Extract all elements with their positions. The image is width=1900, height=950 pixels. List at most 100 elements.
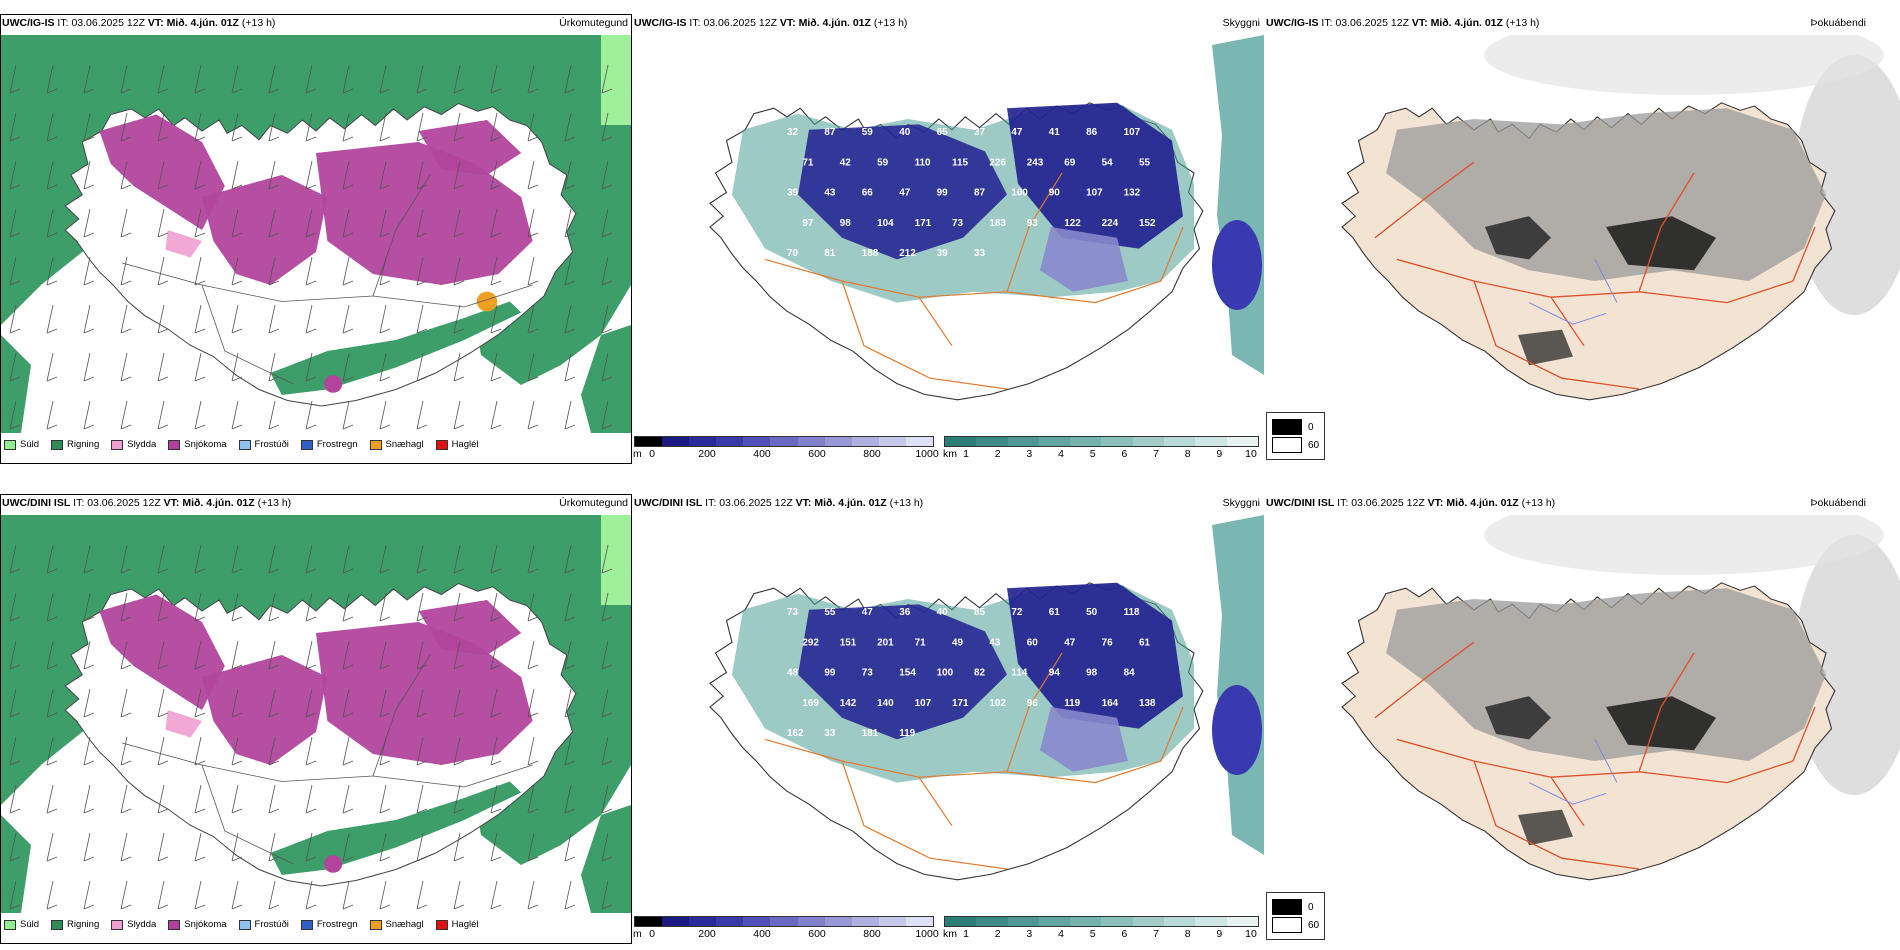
legend-item: Haglél [435, 439, 479, 450]
legend-swatch [300, 919, 313, 930]
ceiling-panel-bottom: UWC/DINI ISL IT: 03.06.2025 12Z VT: Mið.… [632, 494, 1264, 944]
fog-legend-row: 0 [1272, 899, 1319, 915]
cloud-base-tick: 400 [753, 448, 771, 460]
visibility-tick: 4 [1058, 448, 1064, 460]
visibility-tick: 9 [1216, 928, 1223, 940]
cloud-base-value: 72 [1011, 607, 1023, 618]
cloud-base-value: 140 [877, 698, 894, 709]
cloud-base-value: 41 [1049, 127, 1061, 138]
cloud-base-value: 226 [989, 158, 1006, 169]
legend-item: Snjókoma [168, 439, 227, 450]
visibility-tick: 10 [1245, 448, 1257, 460]
legend-label: Haglél [451, 439, 479, 450]
vt-label: VT: [163, 497, 180, 509]
it-value: 03.06.2025 12Z [71, 17, 145, 29]
model-name: UWC/DINI ISL [634, 497, 703, 509]
cloud-base-value: 201 [877, 638, 894, 649]
legend-label: Slydda [127, 439, 157, 450]
vt-value: Mið. 4.jún. 01Z [798, 17, 871, 29]
visibility-tick: 3 [1026, 928, 1033, 940]
legend-swatch [111, 919, 124, 930]
precip-type-label: Úrkomutegund [559, 17, 628, 29]
cloud-base-value: 42 [840, 158, 852, 169]
cloud-base-value: 151 [840, 638, 857, 649]
cloud-base-value: 47 [899, 188, 911, 199]
visibility-tick: 7 [1153, 928, 1159, 940]
legend-label: Frostregn [316, 439, 358, 450]
cloud-base-value: 39 [937, 248, 949, 259]
cloud-base-value: 99 [937, 188, 949, 199]
cloud-base-value: 49 [952, 638, 964, 649]
legend-label: Snæhagl [385, 919, 424, 930]
legend-item: Rigning [51, 919, 99, 930]
fog-legend-swatch [1272, 419, 1302, 435]
cloud-base-map: 73 55 47 36 40 85 72 61 50 118 292 151 201 71 49 43 60 47… [709, 515, 1264, 881]
lead-time: (+13 h) [1505, 17, 1540, 29]
cloud-base-colorbar [634, 436, 934, 447]
cloud-base-tick: 1000 [915, 928, 939, 940]
cloud-base-value: 54 [1102, 158, 1114, 169]
cloud-base-value: 71 [802, 158, 814, 169]
cloud-base-value: 66 [862, 188, 874, 199]
lead-time: (+13 h) [1521, 497, 1556, 509]
vt-value: Mið. 4.jún. 01Z [1430, 17, 1503, 29]
legend-label: Snjókoma [184, 919, 227, 930]
cloud-base-unit: m [633, 448, 642, 460]
model-name: UWC/IG-IS [634, 17, 687, 29]
it-value: 03.06.2025 12Z [719, 497, 793, 509]
fog-legend-row: 60 [1272, 437, 1319, 453]
fog-legend-row: 60 [1272, 917, 1319, 933]
precip-type-map [1, 35, 631, 433]
lead-time: (+13 h) [889, 497, 924, 509]
cloud-base-value: 85 [974, 607, 986, 618]
legend-item: Frostúði [238, 919, 289, 930]
visibility-tick: 4 [1058, 928, 1064, 940]
cloud-base-value: 164 [1102, 698, 1119, 709]
fog-panel-bottom: UWC/DINI ISL IT: 03.06.2025 12Z VT: Mið.… [1264, 494, 1900, 944]
cloud-base-value: 76 [1102, 638, 1114, 649]
cloud-base-value: 73 [952, 218, 964, 229]
legend-label: Snæhagl [385, 439, 424, 450]
legend-label: Frostregn [316, 919, 358, 930]
cloud-base-value: 212 [899, 248, 916, 259]
legend-item: Slydda [111, 439, 156, 450]
it-label: IT: [705, 497, 717, 509]
legend-swatch [369, 439, 382, 450]
cloud-base-value: 152 [1139, 218, 1156, 229]
cloud-base-value: 70 [787, 248, 799, 259]
legend-swatch [435, 919, 448, 930]
cloud-base-value: 39 [787, 188, 799, 199]
visibility-label: Skyggni [1222, 497, 1260, 509]
visibility-tick: 9 [1216, 448, 1223, 460]
cloud-base-tick: 200 [698, 448, 716, 460]
legend-swatch [238, 439, 251, 450]
cloud-base-value: 107 [1086, 188, 1103, 199]
ceiling-panel-top: UWC/IG-IS IT: 03.06.2025 12Z VT: Mið. 4.… [632, 14, 1264, 464]
vt-value: Mið. 4.jún. 01Z [182, 497, 255, 509]
panel-title: UWC/IG-IS IT: 03.06.2025 12Z VT: Mið. 4.… [2, 16, 275, 30]
cloud-base-value: 119 [899, 728, 916, 739]
precip-map-frame [0, 14, 632, 464]
legend-item: Frostregn [300, 439, 358, 450]
visibility-tick: 5 [1089, 928, 1096, 940]
legend-swatch [168, 919, 181, 930]
vt-label: VT: [779, 17, 796, 29]
cloud-base-value: 114 [1011, 668, 1028, 679]
legend-item: Frostúði [238, 439, 289, 450]
cloud-base-value: 32 [787, 127, 799, 138]
cloud-base-value: 118 [1124, 607, 1141, 618]
legend-swatch [111, 439, 124, 450]
cloud-base-value: 87 [824, 127, 836, 138]
vt-value: Mið. 4.jún. 01Z [1446, 497, 1519, 509]
cloud-base-value: 86 [1086, 127, 1098, 138]
cloud-base-value: 61 [1139, 638, 1151, 649]
vt-label: VT: [1411, 17, 1428, 29]
cloud-base-value: 94 [1049, 668, 1061, 679]
cloud-base-tick: 400 [753, 928, 771, 940]
fog-legend-swatch [1272, 917, 1302, 933]
cloud-base-value: 47 [1011, 127, 1023, 138]
cloud-base-value: 43 [989, 638, 1001, 649]
lead-time: (+13 h) [241, 17, 276, 29]
vt-label: VT: [147, 17, 164, 29]
legend-label: Frostúði [254, 439, 289, 450]
